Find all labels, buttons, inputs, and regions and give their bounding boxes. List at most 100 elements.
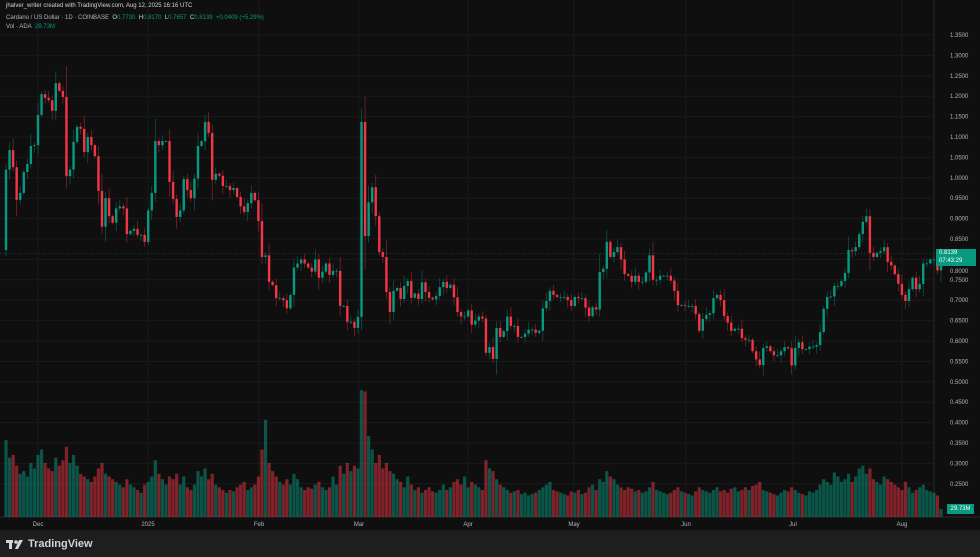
- volume-bar: [733, 487, 737, 517]
- volume-bar: [918, 487, 922, 517]
- volume-bar: [626, 487, 630, 517]
- x-tick-label: Apr: [463, 522, 472, 528]
- candle-body: [552, 290, 555, 295]
- volume-bar: [686, 494, 691, 517]
- y-tick-label: 0.5000: [950, 380, 969, 386]
- volume-bar: [598, 479, 602, 517]
- candle-body: [843, 272, 847, 282]
- candle-body: [43, 94, 47, 98]
- candle-body: [19, 192, 22, 200]
- candle-body: [463, 316, 466, 318]
- candle-body: [758, 359, 761, 366]
- volume-bar: [708, 492, 712, 517]
- symbol-title[interactable]: Cardano / US Dollar · 1D · COINBASE: [6, 15, 110, 21]
- volume-bar: [761, 490, 765, 517]
- volume-bar: [857, 468, 861, 517]
- candle-body: [186, 179, 189, 191]
- y-tick-label: 0.3000: [950, 461, 969, 467]
- volume-bar: [423, 490, 428, 517]
- candle-body: [299, 259, 303, 264]
- candle-body: [822, 308, 825, 333]
- x-tick-label: Feb: [254, 522, 265, 528]
- candle-body: [413, 293, 417, 298]
- tradingview-logo[interactable]: TradingView: [6, 538, 93, 550]
- volume-bar: [654, 490, 659, 517]
- candle-body: [242, 206, 246, 213]
- candle-body: [246, 203, 249, 213]
- candle-body: [530, 329, 534, 331]
- candle-body: [360, 121, 363, 317]
- volume-bar: [103, 473, 108, 517]
- volume-bar: [349, 471, 353, 517]
- volume-bar: [370, 449, 374, 517]
- volume-bar: [740, 490, 744, 517]
- volume-bar: [594, 490, 598, 517]
- candle-body: [150, 192, 153, 211]
- volume-bar: [786, 491, 790, 517]
- candle-body: [438, 287, 441, 297]
- volume-bar: [779, 492, 783, 517]
- candle-body: [90, 137, 93, 146]
- change-value: +0.0409 (+5.29%): [215, 15, 264, 21]
- candle-body: [225, 185, 228, 187]
- volume-bar: [459, 484, 463, 517]
- volume-bar: [715, 487, 719, 517]
- candle-body: [267, 255, 271, 282]
- volume-bar: [534, 492, 538, 517]
- volume-bar: [555, 491, 559, 517]
- candle-body: [790, 348, 793, 366]
- volume-bar: [221, 490, 225, 517]
- volume-bar: [559, 492, 563, 517]
- high-value: 0.8170: [143, 15, 162, 21]
- candle-body: [200, 141, 203, 146]
- candle-body: [858, 234, 861, 248]
- candle-body: [683, 305, 687, 306]
- volume-bar: [167, 476, 172, 517]
- candle-body: [346, 305, 349, 322]
- candlestick-chart[interactable]: 1.3500 1.3000 1.2500 1.2000 1.1500 1.1000 1.05…: [0, 0, 980, 530]
- volume-bar: [246, 490, 250, 517]
- candle-body: [378, 216, 381, 253]
- candle-body: [161, 141, 164, 146]
- volume-bar: [7, 457, 12, 517]
- y-tick-label: 0.6500: [950, 319, 969, 325]
- candle-body: [481, 316, 484, 319]
- candle-body: [488, 347, 491, 353]
- volume-bar: [25, 476, 29, 517]
- volume-bar: [548, 481, 552, 517]
- candle-body: [193, 178, 196, 199]
- candle-body: [154, 141, 157, 193]
- volume-bar: [811, 492, 815, 517]
- volume-bar: [477, 487, 481, 517]
- candle-body: [651, 255, 655, 280]
- candle-body: [86, 137, 89, 153]
- volume-bar: [619, 487, 623, 517]
- candle-body: [630, 275, 633, 282]
- candle-body: [395, 287, 399, 291]
- chart-area[interactable]: 1.3500 1.3000 1.2500 1.2000 1.1500 1.1000 1.05…: [0, 0, 980, 530]
- candle-body: [687, 305, 690, 307]
- volume-bar: [551, 490, 556, 517]
- candle-body: [733, 328, 737, 331]
- volume-bar: [342, 473, 346, 517]
- candle-body: [11, 150, 15, 168]
- candle-body: [420, 282, 424, 299]
- volume-bar: [875, 481, 879, 517]
- volume-label[interactable]: Vol · ADA: [6, 24, 32, 30]
- volume-bar: [132, 487, 136, 517]
- candle-body: [751, 339, 754, 352]
- volume-bar: [285, 479, 289, 517]
- candle-body: [235, 188, 239, 197]
- volume-bar: [495, 479, 499, 517]
- x-tick-label: 2025: [141, 522, 155, 528]
- candle-body: [875, 252, 879, 257]
- volume-bar: [797, 492, 801, 517]
- volume-bar: [896, 487, 900, 517]
- volume-bar: [647, 487, 652, 517]
- volume-bar: [662, 492, 666, 517]
- candle-body: [658, 275, 662, 280]
- volume-value: 29.73M: [35, 24, 56, 30]
- candle-body: [474, 320, 477, 325]
- volume-bar: [406, 476, 410, 517]
- low-label: L: [164, 15, 169, 21]
